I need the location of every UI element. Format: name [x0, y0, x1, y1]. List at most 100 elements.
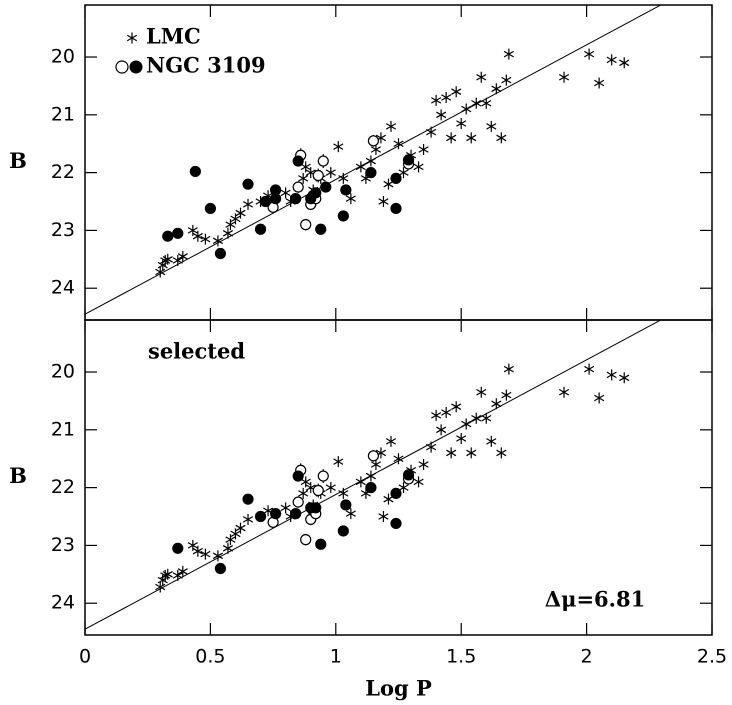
filled-marker	[242, 493, 254, 505]
star-marker	[413, 161, 424, 173]
star-marker	[558, 71, 570, 83]
star-marker	[177, 565, 188, 577]
star-marker	[476, 71, 487, 83]
star-marker	[418, 143, 429, 155]
filled-marker	[162, 230, 174, 242]
x-tick-label: 2	[581, 646, 593, 668]
star-marker	[333, 141, 344, 153]
open-marker	[367, 135, 380, 147]
filled-marker	[254, 223, 267, 235]
star-marker	[418, 458, 429, 470]
filled-marker	[310, 502, 322, 514]
star-marker	[200, 233, 211, 245]
filled-marker	[172, 542, 184, 554]
star-marker	[398, 167, 409, 179]
star-marker	[466, 447, 477, 459]
star-marker	[471, 97, 482, 109]
filled-marker	[242, 178, 254, 190]
open-marker	[317, 470, 329, 482]
star-marker	[503, 48, 514, 60]
legend-marker	[129, 60, 143, 74]
star-marker	[325, 167, 336, 179]
star-marker	[431, 94, 442, 106]
star-marker	[456, 432, 467, 444]
annotation: selected	[148, 339, 245, 364]
legend-marker	[115, 60, 129, 74]
star-marker	[476, 386, 487, 398]
star-marker	[365, 155, 376, 167]
open-marker	[300, 534, 312, 546]
x-tick-label: 1.5	[446, 646, 476, 668]
star-marker	[230, 528, 241, 540]
star-marker	[235, 207, 246, 219]
star-marker	[584, 48, 595, 60]
star-marker	[558, 386, 570, 398]
star-marker	[446, 447, 457, 459]
star-marker	[451, 401, 462, 413]
y-tick-label: 20	[51, 46, 75, 68]
star-marker	[461, 418, 472, 430]
star-marker	[222, 227, 234, 239]
star-marker	[355, 476, 366, 488]
star-marker	[378, 196, 389, 208]
filled-marker	[340, 184, 352, 196]
y-tick-label: 21	[51, 103, 75, 125]
star-marker	[441, 406, 452, 418]
legend-marker	[126, 32, 138, 44]
star-marker	[155, 581, 166, 593]
star-marker	[471, 412, 482, 424]
filled-marker	[390, 517, 402, 530]
star-marker	[172, 254, 183, 266]
filled-marker	[172, 227, 184, 239]
legend-label: NGC 3109	[146, 53, 266, 78]
star-marker	[177, 250, 188, 262]
filled-marker	[290, 508, 302, 520]
star-marker	[413, 476, 424, 488]
star-marker	[338, 487, 349, 499]
star-marker	[481, 97, 492, 109]
star-marker	[172, 569, 183, 581]
star-marker	[393, 453, 404, 465]
star-marker	[606, 54, 617, 66]
star-marker	[491, 398, 502, 410]
star-marker	[242, 198, 254, 210]
filled-marker	[390, 202, 402, 215]
star-marker	[155, 266, 166, 278]
filled-marker	[214, 562, 227, 575]
star-marker	[466, 132, 477, 144]
star-marker	[235, 522, 246, 534]
star-marker	[461, 103, 472, 115]
star-marker	[300, 476, 311, 488]
star-marker	[481, 412, 492, 424]
star-marker	[230, 213, 241, 225]
filled-marker	[320, 181, 332, 193]
star-marker	[426, 126, 437, 138]
y-tick-label: 20	[51, 361, 75, 383]
y-tick-label: 23	[51, 219, 75, 241]
filled-marker	[259, 195, 272, 208]
star-marker	[225, 534, 236, 546]
filled-marker	[204, 202, 216, 215]
x-tick-label: 0	[79, 646, 91, 668]
star-marker	[162, 253, 173, 265]
filled-marker	[365, 167, 377, 179]
filled-marker	[402, 469, 415, 481]
star-marker	[619, 57, 630, 69]
filled-marker	[315, 538, 327, 550]
star-marker	[222, 542, 234, 554]
star-marker	[594, 77, 605, 89]
star-marker	[451, 86, 462, 98]
star-marker	[280, 187, 291, 199]
star-marker	[192, 230, 203, 242]
open-marker	[367, 450, 380, 462]
star-marker	[383, 178, 394, 190]
star-marker	[333, 456, 344, 468]
filled-marker	[365, 482, 377, 494]
x-tick-label: 1	[330, 646, 342, 668]
star-marker	[436, 109, 447, 121]
filled-marker	[214, 247, 227, 260]
star-marker	[383, 493, 394, 505]
star-marker	[486, 120, 497, 132]
filled-marker	[290, 193, 302, 205]
